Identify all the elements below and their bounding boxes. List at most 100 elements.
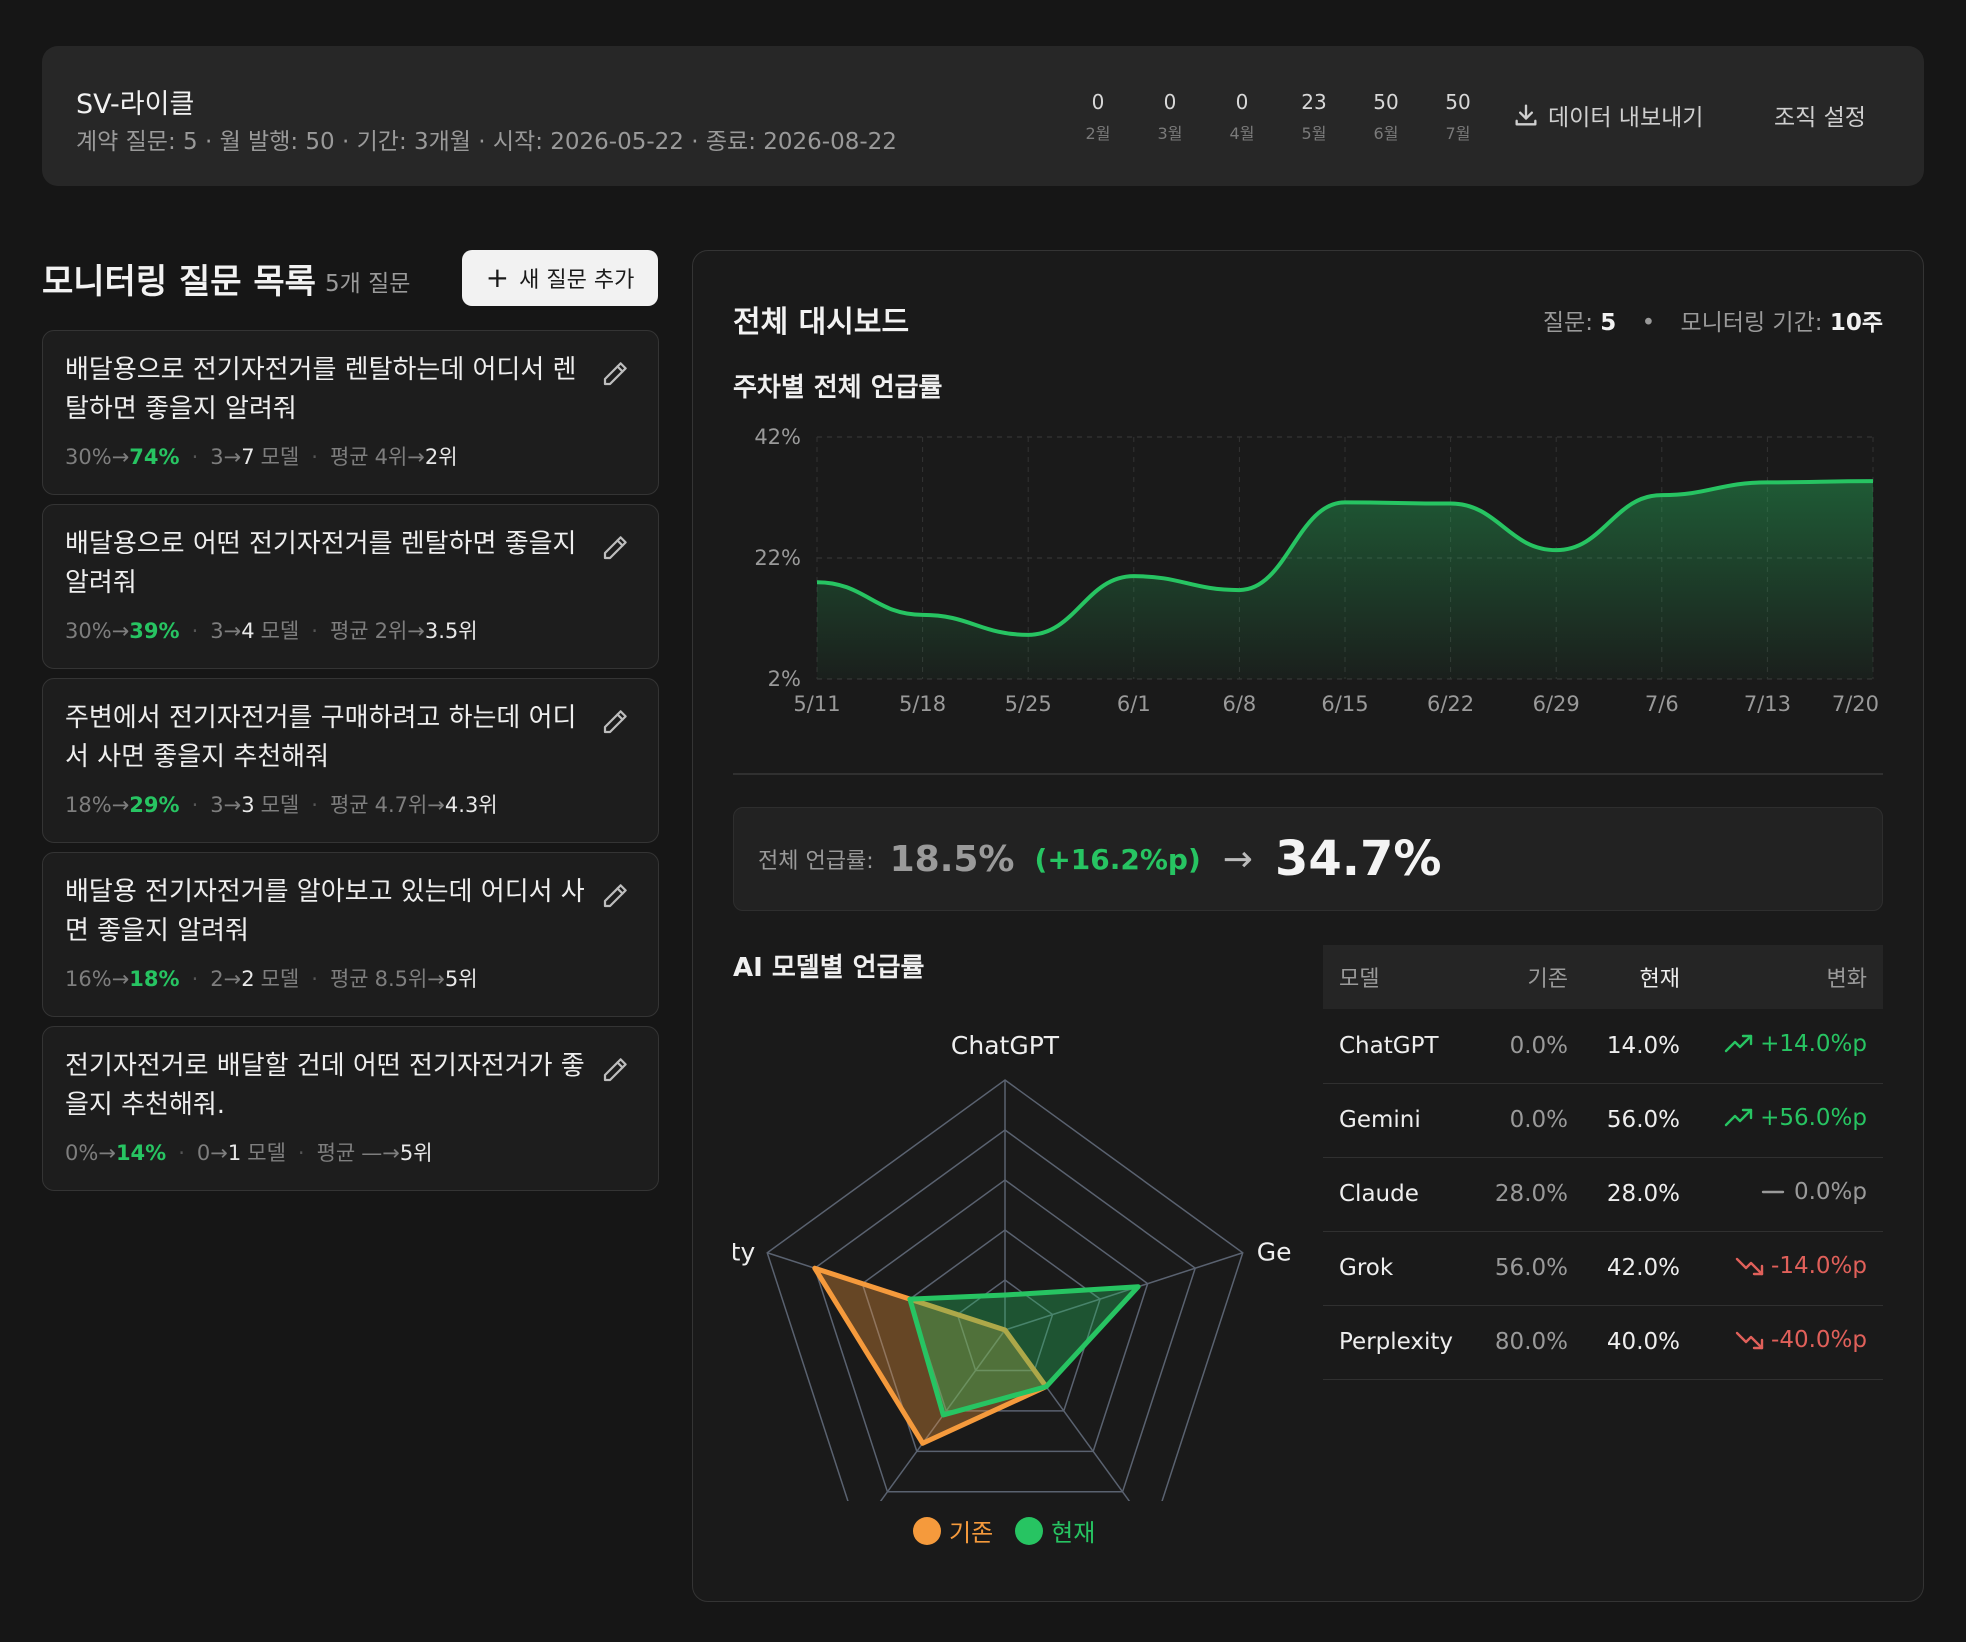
overall-mention-summary: 전체 언급률: 18.5% (+16.2%p) → 34.7% xyxy=(733,807,1883,911)
pencil-icon[interactable] xyxy=(600,707,630,737)
models-from: 3 xyxy=(210,445,224,469)
model-change-cell: 0.0%p xyxy=(1688,1157,1883,1232)
x-tick-label: 6/29 xyxy=(1533,692,1580,716)
rank-to: 5위 xyxy=(399,1141,433,1165)
model-current: 28.0% xyxy=(1578,1157,1688,1232)
table-header-row: 모델 기존 현재 변화 xyxy=(1323,945,1883,1009)
usage-value: 23 xyxy=(1301,90,1327,114)
stat-dot: · xyxy=(191,445,199,469)
models-to: 1 xyxy=(227,1141,242,1165)
export-data-button[interactable]: 데이터 내보내기 xyxy=(1512,98,1703,132)
summary-label: 전체 언급률: xyxy=(758,849,874,874)
model-name: Perplexity xyxy=(1323,1305,1473,1380)
radar-ring xyxy=(861,1179,1149,1453)
stat-dot: · xyxy=(297,1141,305,1165)
rate-to: 14% xyxy=(115,1141,167,1165)
stat-dot: · xyxy=(191,619,199,643)
x-tick-label: 7/13 xyxy=(1744,692,1791,716)
org-settings-button[interactable]: 조직 설정 xyxy=(1774,105,1866,131)
summary-arrow: → xyxy=(1222,838,1253,880)
question-text: 배달용으로 전기자전거를 렌탈하는데 어디서 렌탈하면 좋을지 알려줘 xyxy=(65,355,577,424)
stat-dot: · xyxy=(311,445,318,469)
arrow: → xyxy=(111,967,130,991)
model-radar-chart: ChatGPTGeminiClaudeGrokPerplexity xyxy=(733,1031,1293,1501)
summary-delta: (+16.2%p) xyxy=(1034,842,1201,876)
question-card[interactable]: 전기자전거로 배달할 건데 어떤 전기자전거가 좋을지 추천해줘. 0%→14% ·… xyxy=(42,1026,659,1191)
arrow: → xyxy=(223,445,242,469)
table-row: Claude 28.0% 28.0% 0.0%p xyxy=(1323,1157,1883,1232)
stat-dot: · xyxy=(191,967,199,991)
model-base: 56.0% xyxy=(1473,1231,1578,1306)
pencil-icon[interactable] xyxy=(600,1055,630,1085)
usage-month-label: 5월 xyxy=(1301,124,1327,143)
rank-label: 평균 xyxy=(329,445,369,469)
dashboard-panel: 전체 대시보드 질문: 5 • 모니터링 기간: 10주 주차별 전체 언급률 … xyxy=(692,250,1924,1602)
rank-label: 평균 xyxy=(329,619,369,643)
col-base: 기존 xyxy=(1473,945,1578,1009)
table-row: Perplexity 80.0% 40.0% -40.0%p xyxy=(1323,1305,1883,1380)
rate-to: 39% xyxy=(129,619,180,643)
usage-value: 50 xyxy=(1445,90,1471,114)
model-change-value: +56.0%p xyxy=(1760,1105,1867,1131)
model-name: Gemini xyxy=(1323,1083,1473,1158)
model-change-value: 0.0%p xyxy=(1793,1179,1867,1205)
radar-ring xyxy=(813,1129,1197,1493)
question-card[interactable]: 배달용으로 전기자전거를 렌탈하는데 어디서 렌탈하면 좋을지 알려줘 30%→7… xyxy=(42,330,659,495)
arrow: → xyxy=(111,793,130,817)
arrow: → xyxy=(111,619,130,643)
question-card[interactable]: 주변에서 전기자전거를 구매하려고 하는데 어디서 사면 좋을지 추천해줘 18%… xyxy=(42,678,659,843)
summary-previous: 18.5% xyxy=(889,838,1015,880)
meta-separator: • xyxy=(1641,310,1656,336)
questions-label: 질문: xyxy=(1542,310,1593,336)
rank-from: — xyxy=(361,1141,383,1165)
export-data-label: 데이터 내보내기 xyxy=(1548,105,1704,131)
legend-base-dot xyxy=(913,1516,941,1545)
trend-up-icon xyxy=(1724,1107,1754,1129)
arrow: → xyxy=(382,1141,400,1165)
rate-to: 18% xyxy=(129,967,180,991)
col-change: 변화 xyxy=(1688,945,1883,1009)
usage-month-label: 4월 xyxy=(1229,124,1255,143)
period-value: 10주 xyxy=(1829,310,1883,336)
model-change: +14.0%p xyxy=(1724,1031,1867,1057)
model-base: 0.0% xyxy=(1473,1009,1578,1084)
question-stats: 30%→39% · 3→4 모델 · 평균 2위→3.5위 xyxy=(65,615,478,645)
model-change: +56.0%p xyxy=(1724,1105,1867,1131)
x-tick-label: 6/1 xyxy=(1117,692,1151,716)
add-question-label: 새 질문 추가 xyxy=(519,268,635,293)
arrow: → xyxy=(223,793,242,817)
pencil-icon[interactable] xyxy=(600,359,630,389)
pencil-icon[interactable] xyxy=(600,533,630,563)
question-card[interactable]: 배달용으로 어떤 전기자전거를 렌탈하면 좋을지 알려줘 30%→39% · 3→4 모… xyxy=(42,504,659,669)
usage-month-label: 6월 xyxy=(1373,124,1399,143)
models-from: 3 xyxy=(210,619,224,643)
arrow: → xyxy=(98,1141,116,1165)
radar-axis-label: Perplexity xyxy=(733,1238,755,1267)
model-change: -40.0%p xyxy=(1735,1327,1867,1353)
radar-chart-title: AI 모델별 언급률 xyxy=(733,953,925,983)
stat-dot: · xyxy=(311,793,318,817)
question-stats: 18%→29% · 3→3 모델 · 평균 4.7위→4.3위 xyxy=(65,789,498,819)
pencil-icon[interactable] xyxy=(600,881,630,911)
model-base: 0.0% xyxy=(1473,1083,1578,1158)
question-card[interactable]: 배달용 전기자전거를 알아보고 있는데 어디서 사면 좋을지 알려줘 16%→18… xyxy=(42,852,659,1017)
radar-spoke xyxy=(879,1329,1006,1501)
model-base: 28.0% xyxy=(1473,1157,1578,1232)
usage-value: 0 xyxy=(1235,90,1249,114)
model-change: 0.0%p xyxy=(1758,1179,1867,1205)
usage-month: 23 5월 xyxy=(1278,90,1350,144)
area-fill xyxy=(817,481,1873,679)
y-tick-label: 42% xyxy=(754,425,801,449)
arrow: → xyxy=(407,445,425,469)
radar-axis-label: Gemini xyxy=(1257,1238,1293,1267)
usage-month: 0 2월 xyxy=(1062,90,1134,144)
series-line xyxy=(816,479,1874,637)
weekly-mention-chart: 42% 22% 2%5/11 5/18 5/25 6/1 6/8 6/15 6/22 6/29 7/… xyxy=(754,425,1879,716)
radar-series-0 xyxy=(812,1265,1049,1446)
models-to: 3 xyxy=(241,793,255,817)
model-change-cell: +14.0%p xyxy=(1688,1009,1883,1084)
rate-to: 29% xyxy=(129,793,180,817)
add-question-button[interactable]: + 새 질문 추가 xyxy=(462,250,658,306)
plus-icon: + xyxy=(485,261,510,294)
trend-up-icon xyxy=(1724,1033,1754,1055)
